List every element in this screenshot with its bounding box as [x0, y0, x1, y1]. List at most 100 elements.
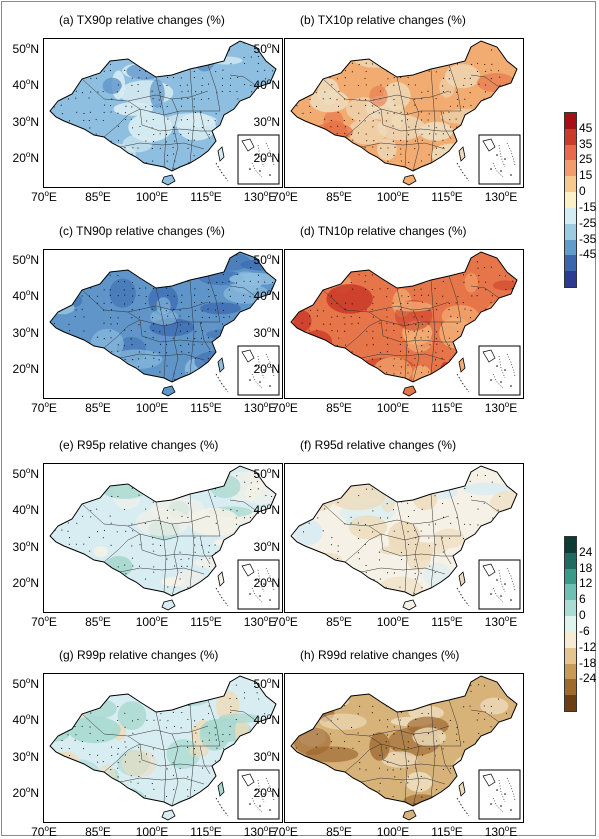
longitude-tick-label: 85oE	[85, 189, 111, 204]
longitude-tick-label: 115oE	[431, 189, 463, 204]
colorbar-swatch	[565, 207, 576, 224]
colorbar-label: -24	[579, 671, 597, 686]
colorbar-swatch	[565, 552, 576, 569]
panel-title: (g) R99p relative changes (%)	[59, 648, 219, 662]
latitude-tick-label: 30oN	[12, 325, 39, 340]
colorbar-swatch	[565, 239, 576, 256]
colorbar-label: 35	[579, 136, 593, 151]
colorbar-swatch	[565, 647, 576, 664]
colorbar-label: 0	[579, 608, 586, 623]
longitude-tick-label: 85oE	[326, 400, 352, 415]
longitude-tick-label: 85oE	[326, 189, 352, 204]
colorbar-swatch	[565, 695, 576, 711]
latitude-tick-label: 20oN	[253, 361, 280, 376]
longitude-tick-label: 70oE	[272, 189, 298, 204]
latitude-tick-label: 50oN	[12, 676, 39, 691]
colorbar-label: 12	[579, 576, 593, 591]
colorbar-label: -45	[579, 247, 597, 262]
colorbar-label: 6	[579, 592, 586, 607]
colorbar-label: 25	[579, 152, 593, 167]
latitude-tick-label: 50oN	[253, 676, 280, 691]
longitude-tick-label: 115oE	[431, 400, 463, 415]
longitude-tick-label: 130oE	[243, 189, 277, 204]
latitude-tick-label: 40oN	[12, 77, 39, 92]
longitude-tick-label: 85oE	[85, 824, 111, 839]
latitude-tick-label: 30oN	[12, 749, 39, 764]
panel-title: (a) TX90p relative changes (%)	[59, 13, 225, 27]
longitude-tick-label: 130oE	[484, 189, 518, 204]
colorbar-swatch	[565, 616, 576, 632]
colorbar-label: -25	[579, 215, 597, 230]
precipitation-colorbar	[564, 536, 577, 712]
latitude-tick-label: 40oN	[253, 77, 280, 92]
longitude-tick-label: 70oE	[31, 614, 57, 629]
longitude-tick-label: 115oE	[190, 614, 222, 629]
longitude-tick-label: 130oE	[243, 824, 277, 839]
panel-title: (c) TN90p relative changes (%)	[59, 224, 225, 238]
colorbar-swatch	[565, 584, 576, 601]
china-map	[43, 463, 283, 613]
colorbar-swatch	[565, 113, 576, 129]
china-map	[284, 673, 524, 823]
longitude-tick-label: 130oE	[243, 400, 277, 415]
colorbar-label: -6	[579, 623, 590, 638]
longitude-tick-label: 130oE	[484, 824, 518, 839]
colorbar-swatch	[565, 144, 576, 161]
colorbar-label: -15	[579, 199, 597, 214]
latitude-tick-label: 40oN	[12, 288, 39, 303]
longitude-tick-label: 115oE	[431, 824, 463, 839]
colorbar-swatch	[565, 223, 576, 240]
latitude-tick-label: 20oN	[253, 785, 280, 800]
longitude-tick-label: 85oE	[85, 400, 111, 415]
latitude-tick-label: 20oN	[253, 575, 280, 590]
latitude-tick-label: 50oN	[12, 252, 39, 267]
longitude-tick-label: 100oE	[135, 824, 169, 839]
latitude-tick-label: 30oN	[12, 114, 39, 129]
colorbar-swatch	[565, 600, 576, 617]
latitude-tick-label: 40oN	[12, 502, 39, 517]
latitude-tick-label: 30oN	[253, 539, 280, 554]
panel-title: (b) TX10p relative changes (%)	[300, 13, 466, 27]
latitude-tick-label: 50oN	[12, 466, 39, 481]
longitude-tick-label: 70oE	[31, 400, 57, 415]
latitude-tick-label: 40oN	[253, 288, 280, 303]
longitude-tick-label: 115oE	[190, 824, 222, 839]
colorbar-label: 15	[579, 168, 593, 183]
colorbar-swatch	[565, 537, 576, 553]
colorbar-swatch	[565, 631, 576, 648]
longitude-tick-label: 70oE	[272, 824, 298, 839]
longitude-tick-label: 70oE	[272, 614, 298, 629]
latitude-tick-label: 30oN	[253, 325, 280, 340]
latitude-tick-label: 50oN	[253, 41, 280, 56]
longitude-tick-label: 70oE	[272, 400, 298, 415]
longitude-tick-label: 130oE	[484, 614, 518, 629]
colorbar-swatch	[565, 679, 576, 696]
colorbar-label: -35	[579, 231, 597, 246]
panel-title: (d) TN10p relative changes (%)	[300, 224, 467, 238]
colorbar-swatch	[565, 128, 576, 145]
longitude-tick-label: 70oE	[31, 189, 57, 204]
longitude-tick-label: 85oE	[85, 614, 111, 629]
colorbar-swatch	[565, 568, 576, 585]
colorbar-label: 0	[579, 184, 586, 199]
longitude-tick-label: 100oE	[376, 400, 410, 415]
china-map	[43, 249, 283, 399]
longitude-tick-label: 100oE	[135, 400, 169, 415]
colorbar-swatch	[565, 160, 576, 177]
latitude-tick-label: 20oN	[12, 361, 39, 376]
china-map	[284, 249, 524, 399]
latitude-tick-label: 40oN	[253, 712, 280, 727]
latitude-tick-label: 40oN	[253, 502, 280, 517]
colorbar-swatch	[565, 192, 576, 208]
longitude-tick-label: 130oE	[484, 400, 518, 415]
latitude-tick-label: 40oN	[12, 712, 39, 727]
colorbar-swatch	[565, 271, 576, 287]
longitude-tick-label: 100oE	[135, 614, 169, 629]
colorbar-label: 24	[579, 544, 593, 559]
latitude-tick-label: 50oN	[253, 252, 280, 267]
panel-title: (e) R95p relative changes (%)	[59, 438, 219, 452]
colorbar-swatch	[565, 663, 576, 680]
latitude-tick-label: 20oN	[12, 150, 39, 165]
longitude-tick-label: 115oE	[190, 189, 222, 204]
colorbar-label: 45	[579, 120, 593, 135]
